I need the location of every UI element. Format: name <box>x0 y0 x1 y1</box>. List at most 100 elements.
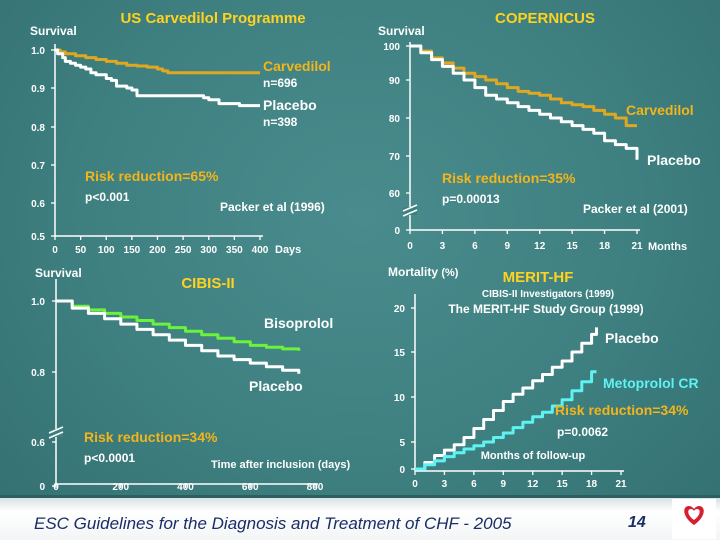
series-line-placebo <box>415 327 598 471</box>
citation: Packer et al (1996) <box>220 200 325 214</box>
y-tick-label: 20 <box>394 304 406 315</box>
series-line-placebo <box>55 48 260 108</box>
x-tick-label: 0 <box>407 241 413 252</box>
n-label-carvedilol: n=696 <box>263 76 298 90</box>
axis-break-mark <box>48 426 64 434</box>
x-axis-label: Months <box>648 241 687 253</box>
chart-cibis-ii: CIBIS-II Survival 0 0.6 0.8 1.0 0 200 400 600 80… <box>31 266 350 493</box>
citation-merit: The MERIT-HF Study Group (1999) <box>448 302 643 316</box>
x-axis-label: Months of follow-up <box>481 450 586 462</box>
chart-title: COPERNICUS <box>495 10 595 27</box>
y-axis-label: Mortality (%) <box>388 265 459 279</box>
chart-copernicus: COPERNICUS Survival 0 60 70 80 90 100 0 3 6 9 12 15… <box>378 10 701 253</box>
x-tick-label: 250 <box>175 245 192 256</box>
y-tick-label: 1.0 <box>31 46 45 57</box>
series-label-bisoprolol: Bisoprolol <box>264 315 333 331</box>
x-tick-label: 0 <box>412 479 418 490</box>
y-tick-label: 0.9 <box>31 84 45 95</box>
series-line-carvedilol <box>55 48 260 75</box>
footer-title: ESC Guidelines for the Diagnosis and Tre… <box>34 514 512 533</box>
x-tick-label: 200 <box>149 245 166 256</box>
x-tick-label: 12 <box>527 479 539 490</box>
esc-logo <box>672 499 716 539</box>
y-axis-label: Survival <box>35 266 82 280</box>
x-tick-label: 12 <box>534 241 546 252</box>
series-group <box>55 48 260 108</box>
y-tick-label: 1.0 <box>31 297 45 308</box>
series-group <box>56 299 301 374</box>
p-value: p<0.0001 <box>84 451 135 465</box>
x-tick-label: 6 <box>472 241 478 252</box>
chart-title: US Carvedilol Programme <box>120 10 305 27</box>
risk-reduction: Risk reduction=34% <box>555 402 689 418</box>
risk-reduction: Risk reduction=35% <box>442 170 576 186</box>
x-tick-label: 9 <box>501 479 507 490</box>
series-label-placebo: Placebo <box>647 152 701 168</box>
x-tick-label: 15 <box>557 479 569 490</box>
chart-us-carvedilol: US Carvedilol Programme Survival 0.50.60… <box>30 10 331 256</box>
series-line-placebo <box>410 44 639 160</box>
x-tick-label: 18 <box>599 241 611 252</box>
x-axis-label: Time after inclusion (days) <box>211 459 351 471</box>
axes: 0 5 10 15 20 0 3 6 9 12 15 18 21 <box>394 294 627 490</box>
y-axis-unit: (%) <box>441 267 458 279</box>
citation: Packer et al (2001) <box>583 202 688 216</box>
y-tick-label: 100 <box>383 42 400 53</box>
axis-break-mark <box>402 204 418 212</box>
series-line-metoprolol-cr <box>415 370 597 471</box>
series-group <box>410 44 639 160</box>
x-tick-label: 6 <box>471 479 477 490</box>
series-label-metoprolol: Metoprolol CR <box>603 375 699 391</box>
page-number: 14 <box>628 514 646 531</box>
x-tick-label: 600 <box>242 482 259 493</box>
x-tick-label: 150 <box>124 245 141 256</box>
x-axis-label: Days <box>275 244 301 256</box>
chart-title: MERIT-HF <box>503 269 574 286</box>
axes: 0.5 0.6 0.7 0.8 0.9 1.0 0 50 100 150 200 250 300 350 4… <box>31 44 269 256</box>
y-tick-label: 0.5 <box>31 232 45 243</box>
p-value: p<0.001 <box>85 190 130 204</box>
x-tick-label: 400 <box>252 245 269 256</box>
series-line-carvedilol <box>410 44 637 128</box>
y-tick-label: 0 <box>399 465 405 476</box>
x-tick-label: 9 <box>505 241 511 252</box>
series-line-placebo <box>56 299 301 374</box>
heart-inner-icon <box>688 509 700 520</box>
x-tick-label: 21 <box>631 241 643 252</box>
y-tick-label: 0 <box>394 226 400 237</box>
y-tick-label: 0.7 <box>31 161 45 172</box>
series-label-carvedilol: Carvedilol <box>263 58 331 74</box>
charts-canvas: US Carvedilol Programme Survival 0.5 0.6 0… <box>30 10 701 493</box>
x-tick-label: 50 <box>75 245 87 256</box>
risk-reduction: Risk reduction=65% <box>85 168 219 184</box>
n-label-placebo: n=398 <box>263 115 298 129</box>
p-value: p=0.0062 <box>557 425 608 439</box>
y-tick-label: 15 <box>394 348 406 359</box>
axes: 0 60 70 80 90 100 0 3 6 9 12 15 18 21 <box>383 42 643 252</box>
x-tick-label: 200 <box>112 482 129 493</box>
series-label-placebo: Placebo <box>605 330 659 346</box>
x-tick-label: 800 <box>307 482 324 493</box>
x-tick-label: 3 <box>442 479 448 490</box>
y-axis-label-text: Mortality <box>388 265 438 279</box>
axis-break-mark <box>402 209 418 217</box>
series-label-carvedilol: Carvedilol <box>626 102 694 118</box>
x-tick-label: 21 <box>615 479 627 490</box>
y-tick-label: 60 <box>389 189 401 200</box>
y-tick-label: 0.6 <box>31 199 45 210</box>
series-label-placebo: Placebo <box>249 378 303 394</box>
p-value: p=0.00013 <box>442 192 500 206</box>
axis-break-mark <box>48 431 64 439</box>
x-tick-label: 400 <box>177 482 194 493</box>
y-tick-label: 0.8 <box>31 123 45 134</box>
chart-title: CIBIS-II <box>181 275 234 292</box>
citation-cibis: CIBIS-II Investigators (1999) <box>482 289 614 300</box>
y-axis-label: Survival <box>378 24 425 38</box>
y-tick-label: 10 <box>394 393 406 404</box>
y-tick-label: 0 <box>39 482 45 493</box>
y-tick-label: 5 <box>399 438 405 449</box>
x-tick-label: 18 <box>586 479 598 490</box>
x-tick-label: 300 <box>200 245 217 256</box>
x-tick-label: 350 <box>226 245 243 256</box>
axis-break-gap <box>403 207 417 215</box>
